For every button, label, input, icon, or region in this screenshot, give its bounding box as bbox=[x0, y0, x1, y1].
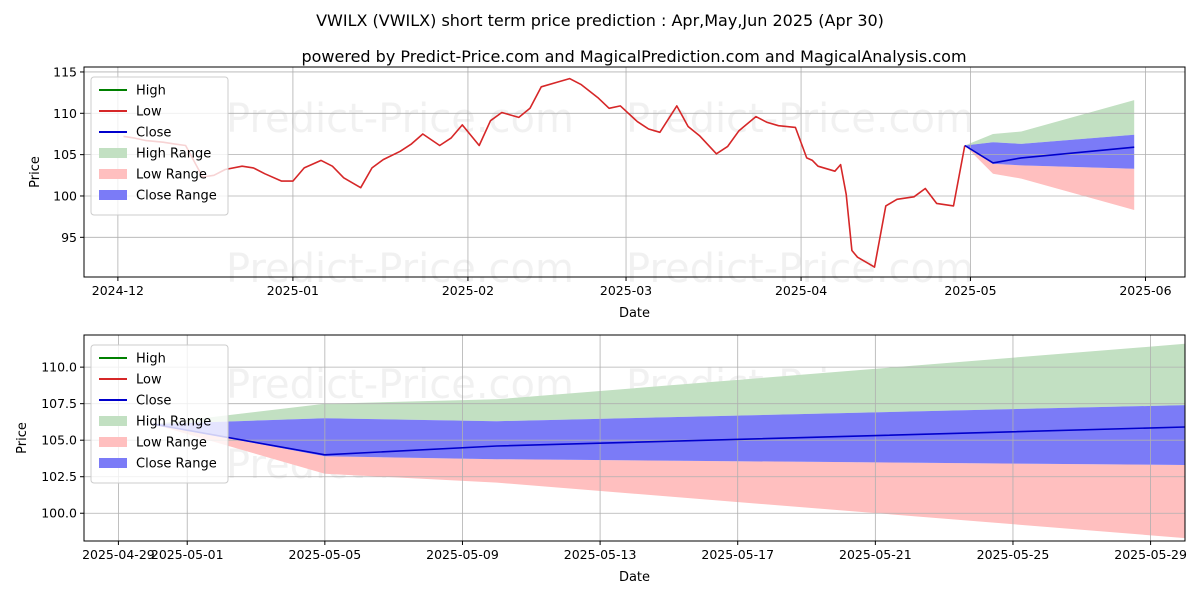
low-range-band bbox=[152, 424, 1185, 539]
high-range-band bbox=[964, 100, 1135, 146]
legend-low-range-label: Low Range bbox=[136, 436, 207, 451]
y-tick-label: 110.0 bbox=[41, 360, 77, 375]
x-tick-label: 2025-05-05 bbox=[289, 547, 362, 562]
y-tick-label: 100.0 bbox=[41, 506, 77, 521]
close-series-line bbox=[964, 144, 1135, 164]
legend-low-label: Low bbox=[136, 105, 162, 120]
y-tick-label: 110 bbox=[53, 106, 77, 121]
legend-low-range-swatch bbox=[99, 169, 127, 179]
legend-high-range-label: High Range bbox=[136, 147, 211, 162]
legend-close-label: Close bbox=[136, 126, 171, 141]
x-tick-label: 2025-05-01 bbox=[151, 547, 224, 562]
y-axis-label: Price bbox=[28, 156, 43, 188]
x-axis-label: Date bbox=[619, 306, 650, 321]
y-tick-label: 102.5 bbox=[41, 469, 77, 484]
x-tick-label: 2025-05-17 bbox=[701, 547, 774, 562]
watermark-text: Predict-Price.com bbox=[226, 96, 574, 142]
y-tick-label: 115 bbox=[53, 64, 77, 79]
legend-close-label: Close bbox=[136, 394, 171, 409]
x-tick-label: 2025-05-13 bbox=[564, 547, 637, 562]
x-tick-label: 2025-04 bbox=[775, 283, 827, 298]
x-tick-label: 2025-06 bbox=[1119, 283, 1171, 298]
x-axis-label: Date bbox=[619, 570, 650, 585]
x-tick-label: 2025-05-25 bbox=[977, 547, 1050, 562]
x-tick-label: 2025-05-09 bbox=[426, 547, 499, 562]
top-panel: Predict-Price.com Predict-Price.com Predic… bbox=[28, 64, 1186, 321]
legend-high-label: High bbox=[136, 352, 166, 367]
x-tick-label: 2025-03 bbox=[600, 283, 652, 298]
y-tick-label: 100 bbox=[53, 188, 77, 203]
y-tick-label: 95 bbox=[61, 230, 77, 245]
axes-frame bbox=[83, 334, 1186, 542]
x-tick-label: 2025-02 bbox=[442, 283, 494, 298]
legend-close-range-swatch bbox=[99, 190, 127, 200]
watermark-text: Predict-Price.com bbox=[626, 246, 974, 292]
x-tick-label: 2025-05-21 bbox=[839, 547, 912, 562]
legend: High Low Close High Range Low Range Close Ran… bbox=[90, 344, 229, 484]
legend-close-range-swatch bbox=[99, 458, 127, 468]
close-series-line bbox=[152, 423, 1185, 456]
low-range-band bbox=[964, 145, 1135, 210]
legend-low-range-label: Low Range bbox=[136, 168, 207, 183]
x-tick-label: 2025-05-29 bbox=[1114, 547, 1187, 562]
legend-high-label: High bbox=[136, 84, 166, 99]
legend-high-range-label: High Range bbox=[136, 415, 211, 430]
legend-low-range-swatch bbox=[99, 437, 127, 447]
y-tick-label: 105 bbox=[53, 147, 77, 162]
chart-subtitle: powered by Predict-Price.com and Magical… bbox=[301, 47, 966, 66]
axes-frame bbox=[83, 66, 1186, 278]
plot-content bbox=[84, 335, 1185, 541]
legend-close-range-label: Close Range bbox=[136, 189, 217, 204]
y-tick-label: 105.0 bbox=[41, 433, 77, 448]
watermark-text: Predict-Price.com bbox=[626, 96, 974, 142]
x-tick-label: 2025-05 bbox=[944, 283, 996, 298]
y-tick-label: 107.5 bbox=[41, 396, 77, 411]
chart-title: VWILX (VWILX) short term price predictio… bbox=[316, 11, 884, 30]
x-tick-label: 2025-04-29 bbox=[82, 547, 155, 562]
legend-high-range-swatch bbox=[99, 416, 127, 426]
legend-high-range-swatch bbox=[99, 148, 127, 158]
legend: High Low Close High Range Low Range Close Ran… bbox=[90, 76, 229, 216]
low-series-line bbox=[123, 77, 966, 268]
x-tick-label: 2025-01 bbox=[267, 283, 319, 298]
watermark-text: Predict-Price.com bbox=[226, 246, 574, 292]
y-axis-label: Price bbox=[15, 422, 30, 454]
bottom-panel: Predict-Price.comPredict-Price.comPredic… bbox=[15, 334, 1187, 585]
legend-low-label: Low bbox=[136, 373, 162, 388]
x-tick-label: 2024-12 bbox=[92, 283, 144, 298]
legend-close-range-label: Close Range bbox=[136, 457, 217, 472]
